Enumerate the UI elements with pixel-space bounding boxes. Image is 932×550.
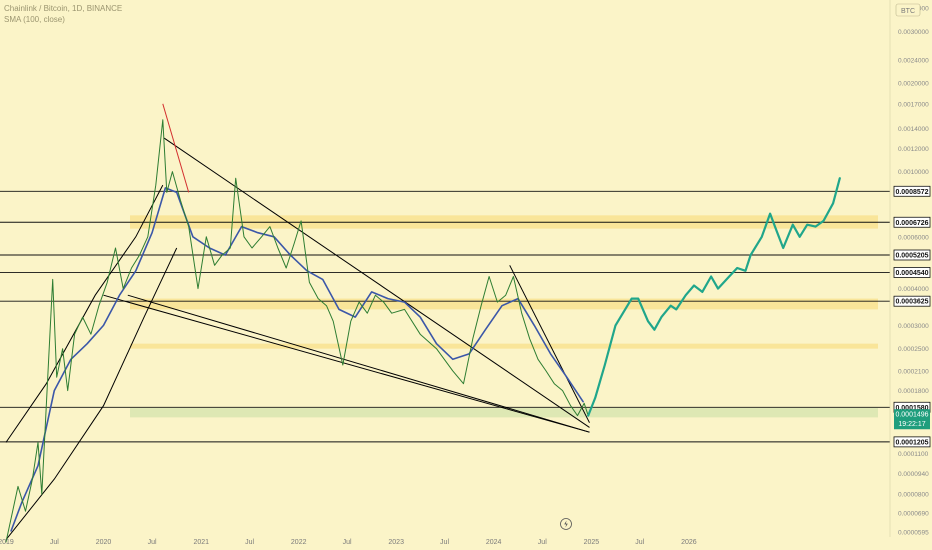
trendline: [5, 247, 178, 541]
level-badge: [893, 249, 931, 261]
level-badge: [893, 295, 931, 307]
level-badge: [893, 436, 931, 448]
time-tick-label: 2025: [584, 539, 600, 546]
trendline: [127, 294, 590, 433]
current-price-label: 0.0001496: [895, 412, 928, 419]
price-tick-label: 0.0003000: [898, 323, 929, 330]
price-zones: [130, 215, 878, 418]
currency-badge: BTC: [895, 3, 921, 17]
level-badge-label: 0.0001205: [895, 439, 928, 446]
time-tick-label: 2022: [291, 539, 307, 546]
price-tick-label: 0.0004000: [898, 286, 929, 293]
countdown-label: 19:22:17: [898, 421, 925, 428]
time-tick-label: Jul: [440, 539, 449, 546]
price-tick-label: 0.0020000: [898, 81, 929, 88]
price-tick-label: 0.0030000: [898, 29, 929, 36]
series-line: [5, 119, 589, 543]
time-tick-label: 2019: [0, 539, 14, 546]
time-tick-label: Jul: [148, 539, 157, 546]
price-tick-label: 0.0014000: [898, 126, 929, 133]
level-badge: [893, 185, 931, 197]
time-tick-label: Jul: [50, 539, 59, 546]
time-tick-label: Jul: [245, 539, 254, 546]
price-tick-label: 0.0002500: [898, 346, 929, 353]
time-tick-label: 2021: [193, 539, 209, 546]
currency-label: BTC: [901, 8, 915, 15]
symbol-title: Chainlink / Bitcoin, 1D, BINANCE: [4, 4, 123, 13]
time-tick-label: 2020: [96, 539, 112, 546]
level-badge-label: 0.0005205: [895, 252, 928, 259]
price-tick-label: 0.0000800: [898, 492, 929, 499]
series-lines: [5, 119, 841, 543]
level-badge: [893, 216, 931, 228]
level-badge-label: 0.0006726: [895, 220, 928, 227]
trendline: [509, 265, 590, 423]
time-tick-label: Jul: [635, 539, 644, 546]
price-tick-label: 0.0001800: [898, 388, 929, 395]
level-badge-label: 0.0008572: [895, 189, 928, 196]
time-tick-label: Jul: [538, 539, 547, 546]
trendline: [103, 294, 590, 433]
trendline: [5, 184, 164, 443]
level-badge: [893, 267, 931, 278]
time-axis: 2019 Jul 2020 Jul 2021 Jul 2022 Jul 2023 Jul 2024 J…: [0, 539, 697, 546]
trendline: [162, 103, 190, 193]
price-tick-label: 0.0017000: [898, 101, 929, 108]
price-tick-label: 0.0010000: [898, 169, 929, 176]
price-axis: 0.00360000.00300000.00240000.00200000.00…: [898, 6, 929, 537]
price-tick-label: 0.0001100: [898, 451, 929, 458]
price-zone: [130, 408, 878, 418]
level-badge-label: 0.0004540: [895, 270, 928, 277]
time-tick-label: Jul: [343, 539, 352, 546]
price-tick-label: 0.0006000: [898, 234, 929, 241]
level-badges: 0.0008572 0.0006726 0.0005205 0.0004540 0.00…: [893, 185, 931, 448]
price-tick-label: 0.0000940: [898, 471, 929, 478]
indicator-label: SMA (100, close): [4, 15, 65, 24]
level-badge-label: 0.0001580: [895, 405, 928, 412]
level-badge-label: 0.0003625: [895, 299, 928, 306]
price-zone: [130, 343, 878, 349]
time-tick-label: 2023: [388, 539, 404, 546]
horizontal-levels: [0, 190, 890, 443]
tradingview-logo-icon[interactable]: [560, 518, 572, 530]
time-tick-label: 2026: [681, 539, 697, 546]
current-price-badge: [894, 409, 930, 430]
trendline: [163, 137, 590, 428]
trendlines: [5, 103, 590, 541]
price-tick-label: 0.0000595: [898, 530, 929, 537]
price-tick-label: 0.0002100: [898, 368, 929, 375]
price-tick-label: 0.0012000: [898, 146, 929, 153]
series-line: [587, 177, 841, 417]
series-line: [10, 187, 584, 532]
price-tick-label: 0.0000690: [898, 511, 929, 518]
price-tick-label: 0.0024000: [898, 57, 929, 64]
time-tick-label: 2024: [486, 539, 502, 546]
